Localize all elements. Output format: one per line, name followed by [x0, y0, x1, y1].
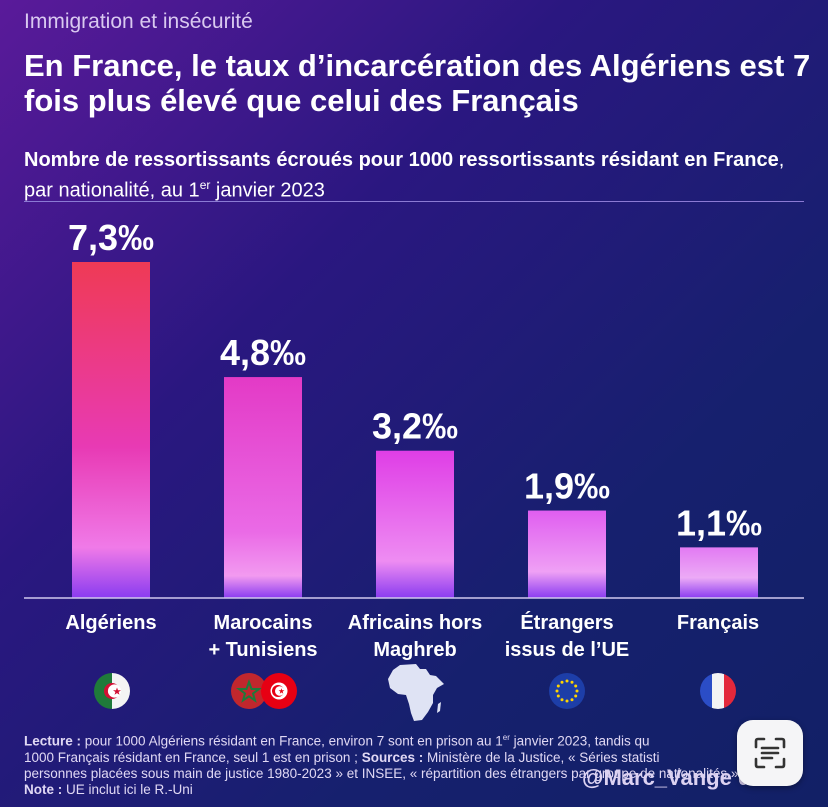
sources-label: Sources : — [361, 749, 424, 765]
algeria-flag-icon — [94, 673, 130, 709]
bar-francais — [680, 547, 758, 598]
sources-text: Ministère de la Justice, « Séries statis… — [423, 749, 660, 765]
value-label-francais: 1,1‰ — [676, 502, 762, 543]
x-label-francais: Français — [676, 612, 760, 634]
value-label-algeriens: 7,3‰ — [68, 217, 154, 258]
eu-flag-icon — [549, 673, 585, 709]
x-label-africains: Africains hors Maghreb — [347, 612, 483, 661]
lecture-text-2: janvier 2023, tandis qu — [509, 733, 650, 749]
bar-africains — [376, 450, 454, 598]
bar-algeriens — [72, 262, 150, 598]
x-label-etrangers-ue: Étrangers issus de l’UE — [504, 612, 630, 661]
scan-text-icon — [754, 737, 786, 769]
lecture-sup: er — [502, 733, 510, 742]
subtitle-end: janvier 2023 — [210, 179, 325, 202]
subtitle-sup: er — [199, 178, 211, 192]
chart-title: En France, le taux d’incarcération des A… — [24, 48, 811, 118]
divider — [24, 201, 804, 202]
subtitle-strong: Nombre de ressortissants écroués pour 10… — [24, 149, 779, 171]
morocco-tunisia-flags-icon — [231, 673, 297, 709]
note-label: Note : — [24, 781, 63, 797]
value-label-marocains-tunisiens: 4,8‰ — [220, 332, 306, 373]
subtitle-rest: , par nationalité, au 1 — [24, 149, 785, 202]
france-flag-icon — [700, 673, 736, 709]
bar-marocains-tunisiens — [224, 377, 302, 598]
lecture-text-3: 1000 Français résidant en France, seul 1… — [24, 749, 362, 765]
lecture-text: pour 1000 Algériens résidant en France, … — [81, 733, 503, 749]
value-label-africains: 3,2‰ — [372, 406, 458, 447]
africa-map-icon — [388, 664, 444, 721]
x-label-algeriens: Algériens — [65, 612, 157, 634]
note-text: UE inclut ici le R.-Uni — [62, 781, 193, 797]
bar-chart: 7,3‰ 4,8‰ 3,2‰ 1,9‰ 1,1‰ — [24, 217, 804, 599]
x-label-marocains-tunisiens: Marocains + Tunisiens — [208, 612, 318, 661]
value-label-etrangers-ue: 1,9‰ — [524, 466, 610, 507]
author-handle: @Marc_Vange d — [582, 765, 752, 790]
lecture-label: Lecture : — [24, 733, 82, 749]
scan-text-button[interactable] — [737, 720, 803, 786]
chart-subtitle: Nombre de ressortissants écroués pour 10… — [24, 148, 814, 204]
kicker: Immigration et insécurité — [24, 10, 253, 33]
sources-text-2: personnes placées sous main de justice 1… — [24, 765, 746, 781]
footnote: Lecture : pour 1000 Algériens résidant e… — [24, 730, 764, 798]
bar-etrangers-ue — [528, 510, 606, 598]
